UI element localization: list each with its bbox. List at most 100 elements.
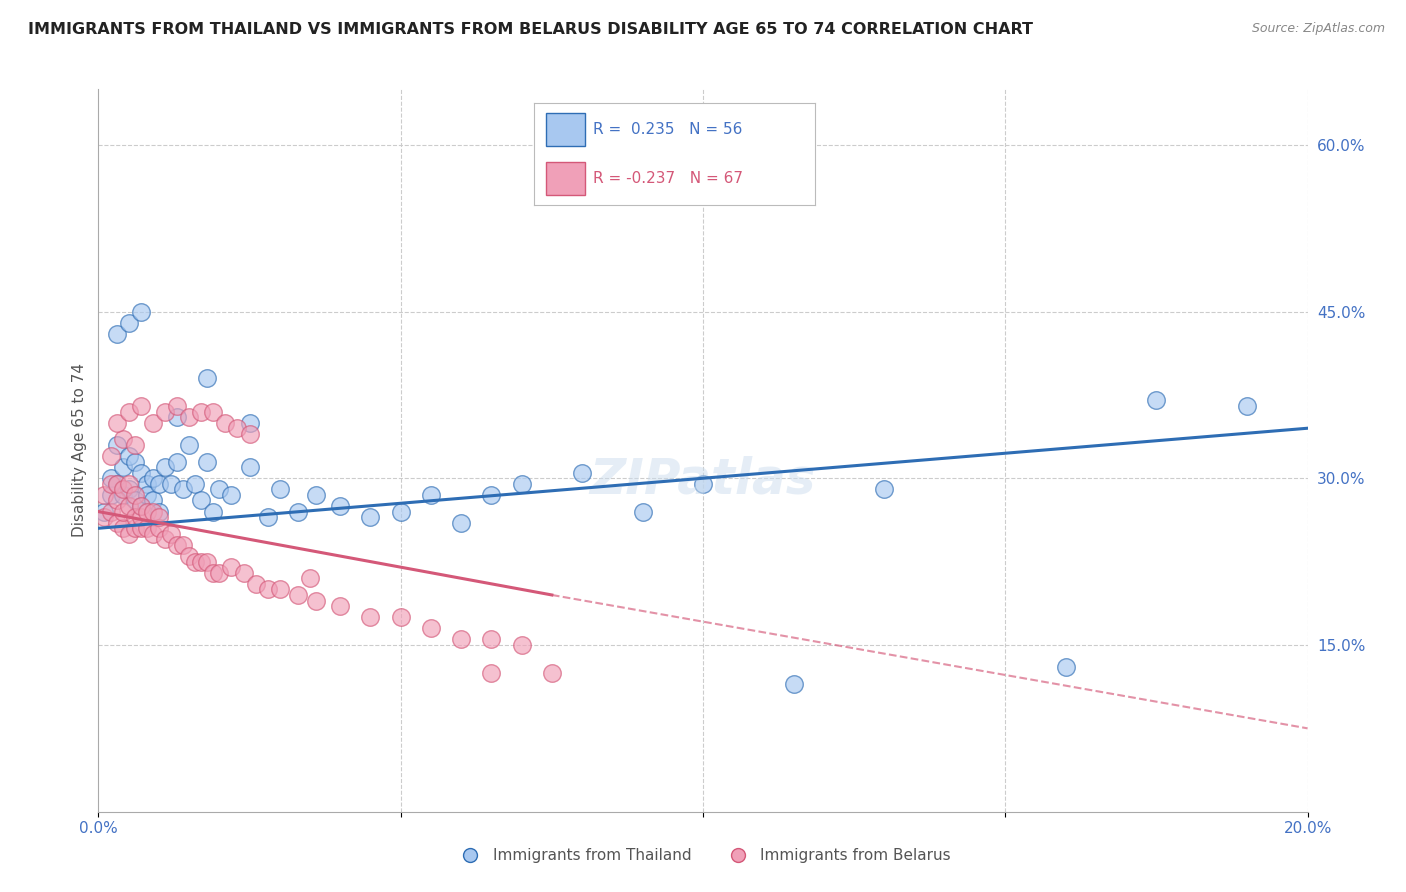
Point (129, 399, 152, 413)
Point (111, 521, 134, 535)
Point (299, 571, 322, 585)
Point (450, 516, 472, 530)
Point (105, 476, 128, 491)
Point (124, 510, 146, 524)
Point (124, 493, 146, 508)
Point (148, 505, 170, 519)
Point (105, 476, 128, 491)
Point (93, 488, 115, 502)
Point (692, 476, 714, 491)
Point (105, 438, 128, 452)
Point (118, 483, 141, 497)
Point (172, 483, 194, 497)
Text: R =  0.235   N = 56: R = 0.235 N = 56 (593, 121, 742, 136)
Point (142, 493, 165, 508)
Point (118, 316, 141, 330)
Point (873, 483, 896, 497)
Point (305, 593, 328, 607)
Point (148, 510, 170, 524)
Point (160, 476, 183, 491)
Point (420, 621, 443, 635)
Point (118, 499, 141, 513)
Point (129, 304, 152, 318)
Point (142, 416, 165, 430)
Point (118, 449, 141, 463)
Point (481, 665, 503, 680)
Point (221, 488, 243, 502)
Point (184, 476, 207, 491)
Point (129, 521, 152, 535)
Point (100, 476, 122, 491)
Point (269, 582, 291, 597)
Point (129, 499, 152, 513)
Point (100, 488, 122, 502)
Point (190, 555, 212, 569)
Point (214, 416, 236, 430)
Point (111, 460, 134, 475)
Point (1054, 660, 1077, 674)
Point (160, 526, 183, 541)
Point (202, 505, 225, 519)
Point (135, 505, 157, 519)
Point (287, 588, 309, 602)
Point (124, 521, 146, 535)
Point (111, 483, 134, 497)
Point (135, 476, 157, 491)
Text: ZIPatlas: ZIPatlas (589, 455, 817, 503)
Point (190, 493, 212, 508)
Point (202, 566, 225, 580)
Point (389, 505, 412, 519)
Point (124, 454, 146, 468)
Point (118, 476, 141, 491)
Point (239, 460, 262, 475)
Point (93, 510, 115, 524)
Point (100, 505, 122, 519)
Point (142, 526, 165, 541)
Point (93, 505, 115, 519)
Point (195, 555, 218, 569)
Point (208, 566, 231, 580)
Point (256, 582, 278, 597)
Point (105, 516, 128, 530)
Point (360, 610, 382, 624)
Point (239, 426, 262, 441)
Point (179, 438, 201, 452)
Point (195, 371, 218, 385)
Point (100, 471, 122, 485)
Point (783, 677, 806, 691)
Point (360, 510, 382, 524)
Point (153, 404, 176, 418)
Point (256, 510, 278, 524)
Point (420, 488, 443, 502)
Bar (546, 112, 585, 145)
Point (510, 476, 533, 491)
Text: Source: ZipAtlas.com: Source: ZipAtlas.com (1251, 22, 1385, 36)
Point (105, 416, 128, 430)
Point (118, 404, 141, 418)
Point (631, 505, 654, 519)
Point (481, 632, 503, 647)
Point (142, 505, 165, 519)
Text: R = -0.237   N = 67: R = -0.237 N = 67 (593, 171, 744, 186)
Point (226, 421, 249, 435)
Point (124, 488, 146, 502)
Point (239, 416, 262, 430)
Point (179, 549, 201, 563)
Point (135, 488, 157, 502)
Point (153, 533, 176, 547)
Point (148, 521, 170, 535)
Point (129, 466, 152, 480)
Point (129, 510, 152, 524)
Point (184, 555, 207, 569)
Point (221, 560, 243, 574)
Point (153, 460, 176, 475)
Point (1236, 399, 1258, 413)
Point (245, 577, 267, 591)
Point (166, 454, 188, 468)
Point (105, 493, 128, 508)
Point (111, 505, 134, 519)
Point (166, 410, 188, 425)
Point (118, 526, 141, 541)
Point (166, 399, 188, 413)
Text: IMMIGRANTS FROM THAILAND VS IMMIGRANTS FROM BELARUS DISABILITY AGE 65 TO 74 CORR: IMMIGRANTS FROM THAILAND VS IMMIGRANTS F… (28, 22, 1033, 37)
